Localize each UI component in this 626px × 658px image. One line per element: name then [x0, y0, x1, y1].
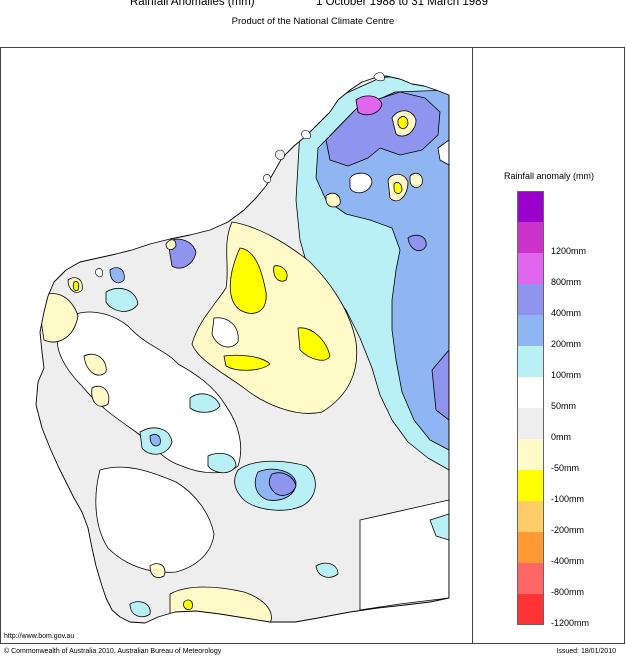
legend-label: 800mm: [551, 277, 582, 287]
legend-label: 0mm: [551, 432, 571, 442]
legend-title: Rainfall anomaly (mm): [503, 171, 595, 181]
legend-label: -1200mm: [551, 618, 590, 628]
legend-swatch: [517, 191, 544, 222]
map-period: 1 October 1988 to 31 March 1989: [316, 0, 488, 8]
legend-swatch: [517, 470, 544, 501]
legend-swatch: [517, 532, 544, 563]
legend-divider: [472, 47, 473, 644]
issued-date: Issued: 18/01/2010: [556, 648, 616, 655]
legend-label: 50mm: [551, 401, 577, 411]
legend-label: 1200mm: [551, 246, 587, 256]
legend-label: 200mm: [551, 339, 582, 349]
rainfall-map: [35, 72, 450, 624]
legend-swatch: [517, 408, 544, 439]
legend-swatch: [517, 563, 544, 594]
legend-swatch: [517, 346, 544, 377]
legend-swatch: [517, 253, 544, 284]
legend-label: -400mm: [551, 556, 585, 566]
legend-label: -100mm: [551, 494, 585, 504]
map-subtitle: Product of the National Climate Centre: [231, 16, 395, 27]
legend-swatch: [517, 284, 544, 315]
legend-swatch: [517, 377, 544, 408]
map-frame: [0, 47, 625, 644]
copyright-text: © Commonwealth of Australia 2010, Austra…: [4, 648, 222, 655]
legend-swatch: [517, 439, 544, 470]
legend-label: 100mm: [551, 370, 582, 380]
legend-label: -50mm: [551, 463, 580, 473]
legend-label: -800mm: [551, 587, 585, 597]
legend-swatch: [517, 222, 544, 253]
legend-swatch: [517, 315, 544, 346]
legend-swatch: [517, 594, 544, 625]
legend-label: -200mm: [551, 525, 585, 535]
legend-swatch: [517, 501, 544, 532]
map-title: Rainfall Anomalies (mm): [130, 0, 255, 8]
legend-label: 400mm: [551, 308, 582, 318]
source-url[interactable]: http://www.bom.gov.au: [4, 633, 75, 640]
